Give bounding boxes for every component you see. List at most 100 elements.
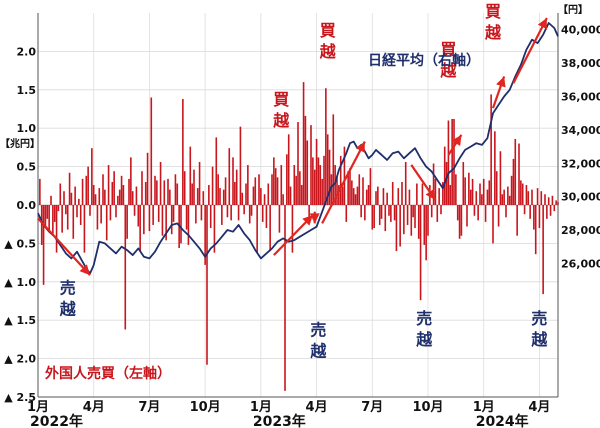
bar (234, 181, 236, 205)
trend-arrow (321, 141, 366, 224)
bar (157, 205, 160, 222)
bar (484, 205, 487, 222)
bar (217, 174, 219, 205)
foreign-series-label: 外国人売買（左軸） (45, 365, 171, 382)
bar (391, 181, 394, 205)
trend-arrow (491, 76, 506, 109)
bar (492, 205, 494, 244)
bar (343, 146, 346, 205)
bar (414, 205, 416, 229)
bar (306, 140, 309, 205)
annotation-char: 売 (416, 309, 432, 328)
bar (258, 174, 260, 205)
bar (358, 174, 361, 205)
bar (531, 189, 533, 205)
bar (276, 177, 279, 205)
bar (172, 205, 175, 222)
bar (508, 195, 511, 205)
bar (130, 157, 132, 205)
bar (180, 205, 182, 244)
bar (260, 188, 262, 205)
bar (380, 205, 383, 219)
bar (384, 205, 387, 232)
bar (360, 205, 362, 218)
bar (495, 171, 498, 205)
bar (440, 205, 442, 215)
bar (378, 205, 381, 225)
bar (494, 131, 496, 205)
bar (319, 165, 322, 205)
x-tick-label: 1月 (27, 400, 49, 415)
bar (40, 205, 43, 245)
trend-arrow-head (425, 188, 436, 200)
bar (297, 122, 299, 205)
bar (219, 188, 221, 205)
bar (365, 189, 368, 205)
sell-annotation: 売越 (415, 309, 433, 349)
left-tick-label: ▲ 1.0 (4, 276, 36, 289)
trend-arrow-head (309, 213, 320, 224)
bar (336, 175, 338, 205)
bar (135, 186, 138, 205)
trend-arrow-head (537, 18, 547, 30)
bar (44, 205, 47, 227)
bar (547, 197, 550, 205)
bar (507, 186, 509, 205)
bar (486, 189, 489, 205)
bar (185, 205, 188, 230)
bar (189, 146, 192, 205)
bar (204, 205, 206, 265)
bar (202, 191, 205, 205)
trend-arrow (512, 17, 548, 84)
left-axis-ticks: 2.0 1.5 1.0 0.5 0.0 ▲ 0.5 ▲ 1.0 ▲ 1.5 ▲ 2.0 ▲ 2.5 (4, 45, 36, 404)
bar (115, 205, 117, 218)
bar (144, 181, 147, 205)
bar (111, 181, 114, 205)
bar (118, 189, 121, 205)
left-tick-label: ▲ 0.5 (4, 237, 36, 250)
bar (248, 205, 251, 224)
sell-annotation: 売越 (59, 278, 77, 318)
bar (488, 180, 491, 205)
bar (148, 205, 151, 232)
bar (247, 165, 249, 205)
left-axis-unit: 【兆円】 (0, 137, 40, 150)
left-tick-label: 0.0 (17, 199, 37, 212)
annotation-char: 売 (60, 278, 76, 297)
bar (382, 188, 385, 205)
left-tick-label: 1.0 (17, 122, 37, 135)
bar (456, 205, 459, 221)
bar (533, 205, 535, 230)
bar (393, 205, 396, 221)
bar (553, 205, 556, 212)
bar (126, 205, 128, 239)
bar (81, 178, 84, 205)
bar (137, 205, 140, 227)
right-tick-label: 40,000 (561, 24, 600, 37)
bar (462, 161, 465, 205)
bar (490, 94, 492, 205)
bar (226, 205, 229, 218)
bar (170, 205, 173, 235)
bar (293, 165, 296, 205)
bar (497, 205, 500, 227)
x-tick-label: 1月 (250, 400, 272, 415)
bar (92, 185, 95, 205)
bar (419, 205, 422, 301)
trend-arrow-head (302, 215, 313, 226)
trend-arrow-head (451, 134, 462, 146)
bar (412, 205, 414, 218)
bar (295, 175, 297, 205)
bar (326, 134, 329, 205)
bar (61, 205, 63, 233)
bar (230, 205, 232, 221)
bar (520, 180, 522, 205)
bar (352, 188, 355, 205)
bar (386, 192, 388, 205)
bar (100, 205, 102, 224)
bar (302, 82, 305, 205)
bar (538, 205, 541, 229)
bar (534, 205, 537, 255)
x-tick-label: 1月 (473, 400, 495, 415)
